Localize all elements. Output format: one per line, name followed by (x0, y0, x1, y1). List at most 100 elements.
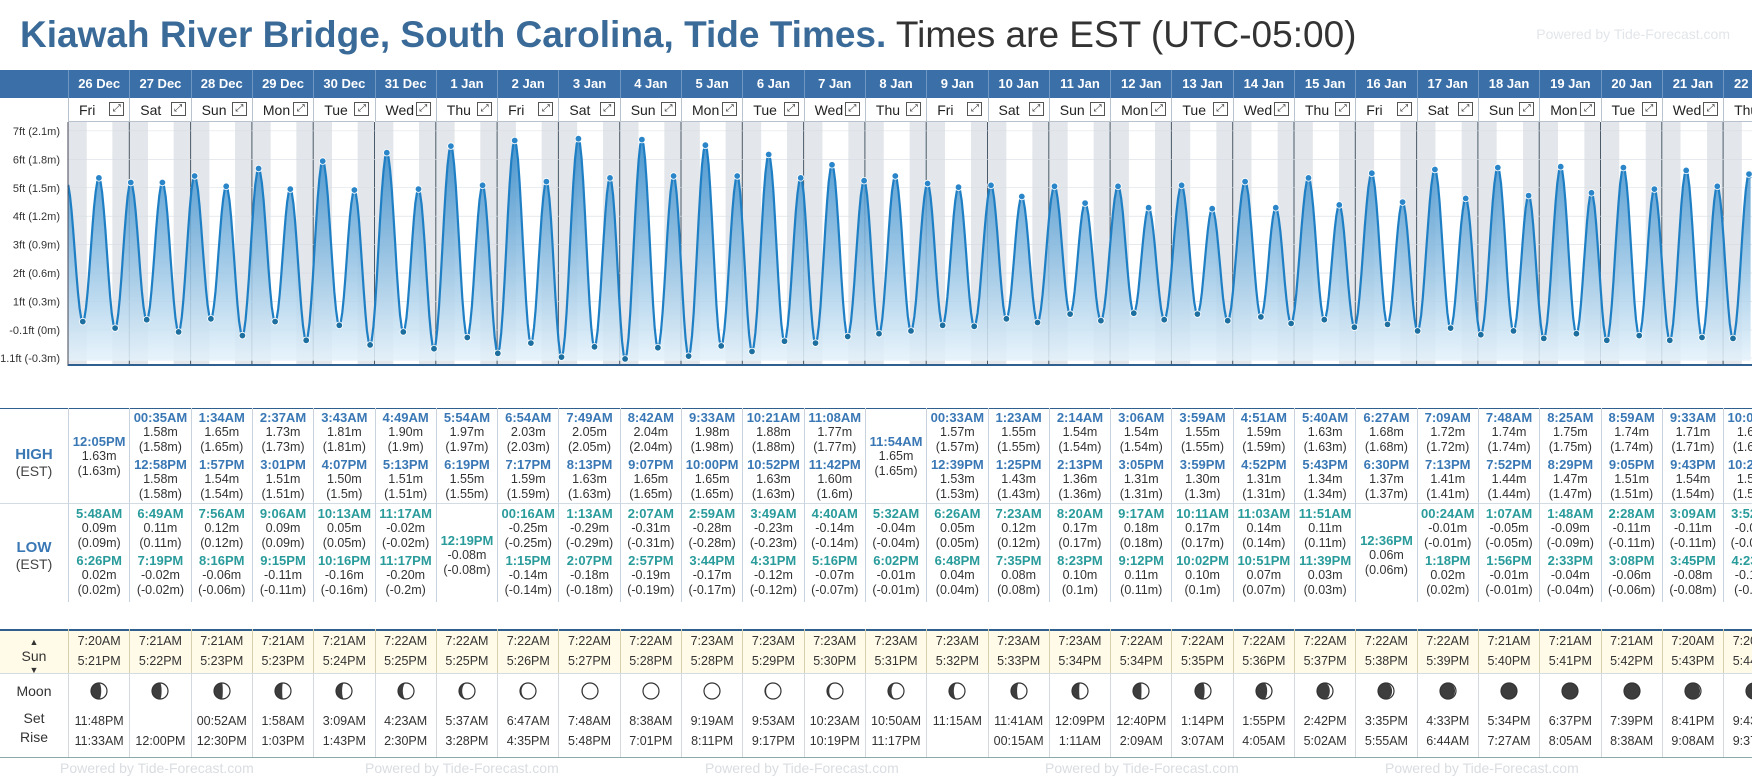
high-tide-time: 4:52PM (1241, 457, 1287, 472)
date-header-cell[interactable]: 1 Jan (435, 70, 497, 98)
date-header-cell[interactable]: 21 Jan (1661, 70, 1723, 98)
sunrise-time: 7:22AM (1364, 634, 1408, 648)
sunrise-time: 7:22AM (629, 634, 673, 648)
high-tide-point (765, 150, 773, 159)
date-header-cell[interactable]: 19 Jan (1539, 70, 1600, 98)
date-header-cell[interactable]: 11 Jan (1048, 70, 1110, 98)
low-tide-point (970, 322, 978, 330)
weekday-label: Sun (201, 102, 227, 118)
low-tide-time: 5:32AM (872, 506, 920, 521)
moon-phase-icon (1439, 682, 1457, 700)
low-tide-height-alt: (0.06m) (1364, 563, 1408, 577)
expand-icon[interactable]: ⤢ (477, 102, 493, 116)
date-header-cell[interactable]: 9 Jan (926, 70, 987, 98)
expand-icon[interactable]: ⤢ (844, 102, 860, 116)
low-tide-event: 6:26PM 0.02m (0.02m) (69, 553, 129, 598)
high-tide-event: 1:23AM 1.55m (1.55m) (989, 410, 1049, 455)
expand-icon[interactable]: ⤢ (1335, 102, 1351, 116)
expand-icon[interactable]: ⤢ (1151, 102, 1167, 116)
expand-icon[interactable]: ⤢ (1212, 102, 1228, 116)
date-header-cell[interactable]: 20 Jan (1600, 70, 1662, 98)
expand-icon[interactable]: ⤢ (722, 102, 738, 116)
date-header-cell[interactable]: 22 Jan (1723, 70, 1752, 98)
moon-phase-icon (213, 682, 231, 700)
moonrise-time: 5:02AM (1303, 734, 1347, 748)
high-tide-height-alt: (1.73m) (261, 440, 305, 454)
high-tide-height: 1.81m (326, 425, 362, 439)
date-header-cell[interactable]: 3 Jan (558, 70, 619, 98)
date-header-cell[interactable]: 28 Dec (190, 70, 252, 98)
expand-icon[interactable]: ⤢ (1580, 102, 1596, 116)
high-tide-height-alt: (1.63m) (751, 487, 795, 501)
date-header-cell[interactable]: 30 Dec (313, 70, 374, 98)
low-tide-height: -0.04m (1550, 568, 1590, 582)
expand-icon[interactable]: ⤢ (1028, 102, 1044, 116)
date-header-cell[interactable]: 18 Jan (1477, 70, 1539, 98)
timezone-note: Times are EST (UTC-05:00) (895, 14, 1357, 55)
low-tide-point (1446, 324, 1455, 332)
date-header-cell[interactable]: 26 Dec (68, 70, 129, 98)
date-header-cell[interactable]: 31 Dec (374, 70, 436, 98)
expand-icon[interactable]: ⤢ (354, 102, 370, 116)
moonset-time: 4:33PM (1426, 714, 1470, 728)
high-label-zone: (EST) (15, 463, 53, 479)
expand-icon[interactable]: ⤢ (599, 102, 615, 116)
moonrise-time: 1:11AM (1058, 734, 1102, 748)
date-header-cell[interactable]: 29 Dec (251, 70, 313, 98)
high-tide-time: 12:05PM (72, 434, 126, 449)
expand-icon[interactable]: ⤢ (783, 102, 799, 116)
high-tide-cell: 5:40AM 1.63m (1.63m) 5:43PM 1.34m (1.34m) (1294, 408, 1355, 503)
date-header-cell[interactable]: 4 Jan (619, 70, 681, 98)
high-tide-height: 1.63m (81, 449, 117, 463)
expand-icon[interactable]: ⤢ (906, 102, 922, 116)
low-tide-event: 1:56PM -0.01m (-0.01m) (1479, 553, 1539, 598)
high-tide-time: 5:54AM (443, 410, 491, 425)
date-header-cell[interactable]: 17 Jan (1416, 70, 1478, 98)
date-header-cell[interactable]: 5 Jan (681, 70, 742, 98)
low-tide-time: 3:45PM (1670, 553, 1716, 568)
expand-icon[interactable]: ⤢ (660, 102, 676, 116)
date-header-cell[interactable]: 13 Jan (1171, 70, 1232, 98)
low-tide-height-alt: (-0.08m) (443, 563, 491, 577)
date-header-cell[interactable]: 10 Jan (987, 70, 1049, 98)
low-tide-event: 6:26AM 0.05m (0.05m) (927, 506, 987, 551)
expand-icon[interactable]: ⤢ (1396, 102, 1412, 116)
date-header-cell[interactable]: 16 Jan (1355, 70, 1416, 98)
date-header-cell[interactable]: 2 Jan (497, 70, 558, 98)
high-tide-height-alt: (1.58m) (1732, 487, 1752, 501)
expand-icon[interactable]: ⤢ (1703, 102, 1719, 116)
expand-icon[interactable]: ⤢ (538, 102, 554, 116)
low-tide-height: 0.18m (1123, 521, 1159, 535)
expand-icon[interactable]: ⤢ (1090, 102, 1106, 116)
date-header-cell[interactable]: 8 Jan (864, 70, 926, 98)
date-header-cell[interactable]: 7 Jan (803, 70, 865, 98)
high-tide-event: 5:43PM 1.34m (1.34m) (1295, 457, 1355, 502)
expand-icon[interactable]: ⤢ (109, 102, 125, 116)
low-tide-point (271, 317, 279, 326)
expand-icon[interactable]: ⤢ (1641, 102, 1657, 116)
expand-icon[interactable]: ⤢ (293, 102, 309, 116)
high-tide-height: 1.59m (510, 472, 546, 486)
date-header-cell[interactable]: 27 Dec (129, 70, 190, 98)
low-tide-time: 1:56PM (1486, 553, 1532, 568)
sun-cell: 7:20AM 5:43PM (1661, 629, 1723, 673)
expand-icon[interactable]: ⤢ (415, 102, 431, 116)
expand-icon[interactable]: ⤢ (1519, 102, 1535, 116)
expand-icon[interactable]: ⤢ (1273, 102, 1289, 116)
low-tide-time: 8:16PM (198, 553, 245, 568)
expand-icon[interactable]: ⤢ (170, 102, 186, 116)
date-header-cell[interactable]: 6 Jan (742, 70, 803, 98)
expand-icon[interactable]: ⤢ (1457, 102, 1473, 116)
high-tide-event: 4:52PM 1.31m (1.31m) (1234, 457, 1294, 502)
expand-icon[interactable]: ⤢ (967, 102, 983, 116)
moonrise-time: 11:33AM (74, 734, 124, 748)
high-tide-event: 7:49AM 2.05m (2.05m) (559, 410, 619, 455)
moonset-time: 1:14PM (1180, 714, 1225, 728)
expand-icon[interactable]: ⤢ (231, 102, 247, 116)
date-header-cell[interactable]: 15 Jan (1294, 70, 1355, 98)
date-header-cell[interactable]: 12 Jan (1110, 70, 1171, 98)
date-header-cell[interactable]: 14 Jan (1232, 70, 1294, 98)
low-tide-time: 7:23AM (995, 506, 1042, 521)
moon-phase-icon (519, 682, 537, 700)
moon-cell: 8:41PM 9:08AM (1661, 673, 1723, 757)
